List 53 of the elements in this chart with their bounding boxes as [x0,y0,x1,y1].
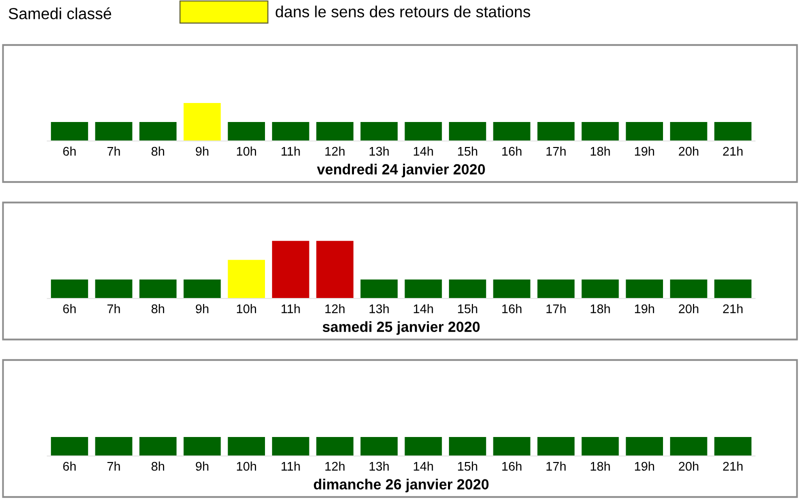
x-tick-label: 9h [196,462,208,471]
x-tick-label: 14h [414,146,433,156]
x-tick-label: 6h [63,462,76,471]
x-tick-label: 6h [63,304,76,314]
x-tick-label: 14h [414,462,433,471]
x-tick-label: 16h [502,462,522,471]
x-tick-label: 17h [546,462,566,471]
x-tick-label: 18h [590,462,610,471]
x-tick-label: 6h [63,146,76,156]
x-tick-label: 12h [325,146,344,156]
x-tick-label: 7h [107,146,120,156]
x-tick-label: 19h [634,146,654,156]
x-tick-label: 15h [458,146,478,156]
x-tick-label: 16h [502,146,522,156]
x-tick-label: 7h [107,462,120,471]
x-tick-label: 20h [678,304,698,314]
x-axis-title: vendredi 24 janvier 2020 [316,164,485,178]
x-tick-label: 14h [414,304,433,314]
x-tick-label: 13h [370,462,389,471]
x-tick-label: 9h [196,304,208,314]
x-tick-label: 17h [546,146,566,156]
x-tick-label: 15h [458,304,478,314]
x-tick-label: 19h [634,304,654,314]
x-tick-label: 13h [370,146,389,156]
x-tick-label: 11h [282,146,300,156]
x-tick-label: 8h [152,304,164,314]
x-tick-label: 20h [678,146,698,156]
x-tick-label: 8h [152,146,164,156]
x-tick-label: 10h [236,462,256,471]
x-tick-label: 21h [723,462,743,471]
x-tick-label: 13h [370,304,389,314]
x-tick-label: 12h [325,304,344,314]
x-tick-label: 10h [236,304,256,314]
x-tick-label: 21h [723,304,743,314]
x-axis-title: dimanche 26 janvier 2020 [314,478,489,492]
x-tick-label: 8h [152,462,164,471]
chart-title: Samedi classé [8,7,112,20]
x-tick-label: 21h [723,146,743,156]
x-tick-label: 19h [634,462,654,471]
x-tick-label: 15h [458,462,478,471]
x-tick-label: 9h [196,146,208,156]
x-tick-label: 11h [282,304,300,314]
x-tick-label: 12h [325,462,344,471]
x-tick-label: 10h [236,146,256,156]
x-tick-label: 11h [282,462,300,471]
x-tick-label: 16h [502,304,522,314]
x-tick-label: 7h [107,304,120,314]
x-tick-label: 17h [546,304,566,314]
text: dans le sens des retours de stations [276,6,530,18]
x-tick-label: 18h [590,304,610,314]
x-axis-title: samedi 25 janvier 2020 [322,321,480,335]
x-tick-label: 20h [678,462,698,471]
x-tick-label: 18h [590,146,610,156]
